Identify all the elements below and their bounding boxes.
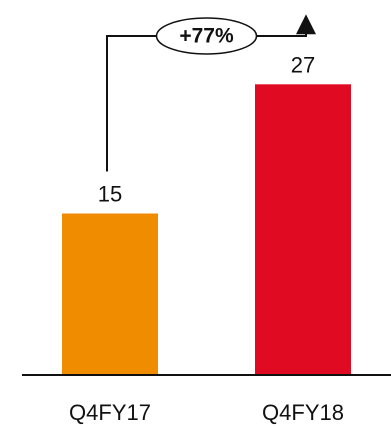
value-label-q4fy18: 27 [291,52,315,77]
bar-q4fy18 [255,84,351,376]
value-label-q4fy17: 15 [98,182,122,207]
growth-annotation: +77% [106,14,316,172]
growth-percent-label: +77% [179,25,234,48]
x-tick-label-q4fy18: Q4FY18 [262,400,344,425]
x-tick-label-q4fy17: Q4FY17 [69,400,151,425]
bars-group [62,84,351,376]
x-tick-labels-group: Q4FY17 Q4FY18 [69,400,344,425]
bar-q4fy17 [62,213,158,375]
growth-ellipse [155,17,258,55]
